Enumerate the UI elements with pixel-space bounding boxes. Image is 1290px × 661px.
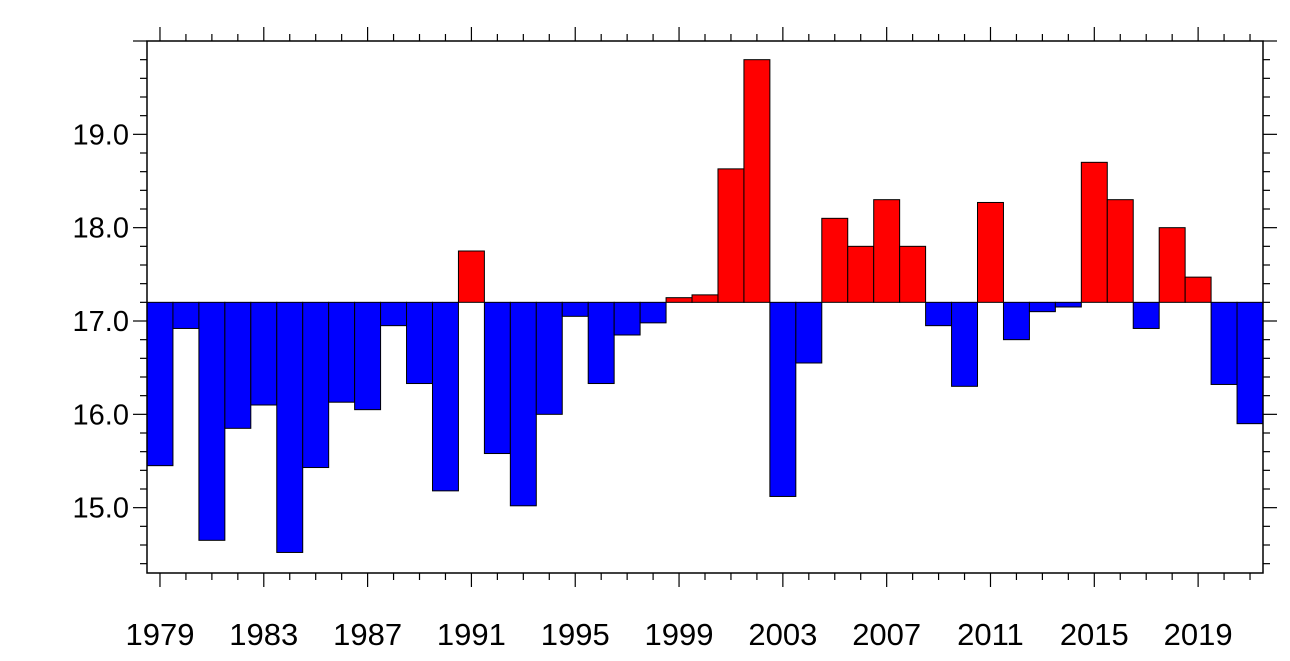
bar-2019 — [1184, 276, 1212, 303]
bar-2004 — [795, 301, 823, 364]
bar-1981 — [198, 301, 226, 541]
bar-2012 — [1002, 301, 1030, 341]
bar-2006 — [847, 245, 875, 303]
bar-2021 — [1236, 301, 1264, 425]
bar-2016 — [1106, 199, 1134, 303]
bar-2013 — [1028, 301, 1056, 313]
bar-2017 — [1132, 301, 1160, 329]
bar-2007 — [873, 199, 901, 303]
bar-2002 — [743, 59, 771, 303]
bar-2011 — [977, 201, 1004, 303]
x-tick-label: 1983 — [229, 617, 298, 652]
bar-2010 — [951, 301, 979, 387]
bar-1979 — [146, 301, 174, 467]
x-tick-label: 1995 — [541, 617, 610, 652]
tick-marks — [133, 27, 1277, 587]
x-tick-label: 1987 — [333, 617, 402, 652]
bar-2005 — [821, 217, 849, 303]
bar-2020 — [1210, 301, 1238, 385]
bar-2009 — [925, 301, 953, 327]
y-tick-label: 17.0 — [73, 306, 129, 338]
bar-1998 — [639, 301, 667, 324]
y-tick-label: 18.0 — [73, 213, 129, 245]
bar-1982 — [224, 301, 252, 429]
x-tick-label: 2007 — [852, 617, 921, 652]
bar-2003 — [769, 301, 797, 497]
bar-1993 — [509, 301, 537, 507]
bar-1987 — [354, 301, 382, 411]
bar-1991 — [457, 250, 485, 303]
bar-1992 — [483, 301, 511, 455]
x-tick-label: 1979 — [125, 617, 194, 652]
y-tick-label: 19.0 — [73, 119, 129, 151]
y-tick-label: 15.0 — [73, 493, 129, 525]
bars — [146, 59, 1264, 553]
x-tick-label: 1991 — [437, 617, 506, 652]
bar-2014 — [1054, 301, 1082, 308]
bar-2008 — [899, 245, 927, 303]
x-tick-label: 2011 — [957, 617, 1024, 652]
bar-1983 — [250, 301, 278, 406]
bar-1999 — [665, 297, 693, 303]
bar-1988 — [380, 301, 408, 327]
bar-2015 — [1080, 161, 1108, 303]
bar-1995 — [561, 301, 589, 317]
bar-1984 — [276, 301, 304, 553]
bar-1989 — [406, 301, 433, 385]
x-tick-label: 2015 — [1060, 617, 1129, 652]
bar-2000 — [691, 294, 719, 303]
bar-1986 — [328, 301, 356, 403]
x-tick-labels: 1979 1983 1987 1991 1995 1999 2003 2007 2011 2015… — [125, 617, 1232, 652]
plot-frame — [146, 40, 1264, 574]
x-tick-label: 2003 — [748, 617, 817, 652]
bar-1996 — [587, 301, 615, 385]
y-tick-labels: 15.0 16.0 17.0 18.0 19.0 — [73, 119, 129, 524]
bar-1990 — [431, 301, 459, 492]
x-tick-label: 2019 — [1164, 617, 1233, 652]
x-tick-label: 1999 — [645, 617, 714, 652]
bar-2001 — [717, 168, 745, 303]
bar-1997 — [613, 301, 641, 336]
y-tick-label: 16.0 — [73, 399, 129, 431]
bar-1994 — [535, 301, 563, 415]
bar-1980 — [172, 301, 200, 329]
bar-2018 — [1158, 227, 1186, 303]
bar-1985 — [302, 301, 330, 469]
